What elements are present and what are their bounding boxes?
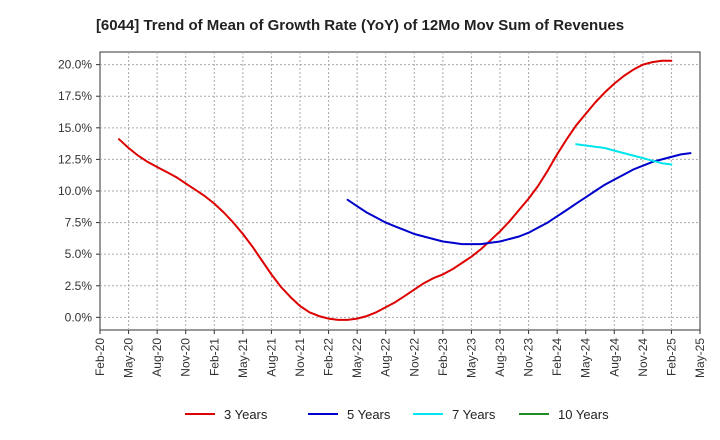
- x-axis-ticks: Feb-20 May-20 Aug-20 Nov-20 Feb-21 May-21 Aug-…: [93, 330, 707, 378]
- series-lines: [118, 59, 692, 321]
- x-tick-label: May-24: [579, 338, 593, 378]
- legend-label: 3 Years: [224, 407, 268, 422]
- y-tick-label: 20.0%: [58, 58, 92, 72]
- y-tick-label: 17.5%: [58, 89, 92, 103]
- x-tick-label: May-23: [464, 338, 478, 378]
- y-axis-ticks: 0.0% 2.5% 5.0% 7.5% 10.0% 12.5% 15.0% 17.5% 20.0…: [58, 58, 100, 324]
- series-line-5-years: [346, 152, 692, 246]
- y-tick-label: 12.5%: [58, 152, 92, 166]
- x-tick-label: May-22: [350, 338, 364, 378]
- y-tick-label: 10.0%: [58, 184, 92, 198]
- y-tick-label: 2.5%: [65, 279, 93, 293]
- legend-label: 5 Years: [347, 407, 391, 422]
- x-tick-label: Feb-25: [664, 338, 678, 376]
- x-tick-label: Feb-22: [322, 338, 336, 376]
- x-tick-label: Aug-23: [493, 338, 507, 377]
- x-tick-label: Nov-21: [293, 338, 307, 377]
- x-tick-label: Nov-20: [179, 338, 193, 377]
- chart-title: [6044] Trend of Mean of Growth Rate (YoY…: [96, 17, 624, 34]
- legend-label: 10 Years: [558, 407, 609, 422]
- x-tick-label: Nov-23: [522, 338, 536, 377]
- x-tick-label: Feb-20: [93, 338, 107, 376]
- x-tick-label: Nov-22: [407, 338, 421, 377]
- y-tick-label: 5.0%: [65, 247, 93, 261]
- series-line-7-years: [575, 143, 673, 166]
- grid: [100, 52, 700, 330]
- legend: 3 Years 5 Years 7 Years 10 Years: [185, 407, 609, 422]
- x-tick-label: Aug-22: [379, 338, 393, 377]
- x-tick-label: Feb-24: [550, 338, 564, 376]
- y-tick-label: 15.0%: [58, 121, 92, 135]
- x-tick-label: Feb-21: [207, 338, 221, 376]
- x-tick-label: May-20: [122, 338, 136, 378]
- y-tick-label: 7.5%: [65, 216, 93, 230]
- x-tick-label: May-21: [236, 338, 250, 378]
- x-tick-label: Feb-23: [436, 338, 450, 376]
- x-tick-label: Nov-24: [636, 338, 650, 377]
- series-line-3-years: [118, 59, 673, 321]
- x-tick-label: May-25: [693, 338, 707, 378]
- x-tick-label: Aug-24: [607, 338, 621, 377]
- legend-label: 7 Years: [452, 407, 496, 422]
- x-tick-label: Aug-20: [150, 338, 164, 377]
- y-tick-label: 0.0%: [65, 310, 93, 324]
- x-tick-label: Aug-21: [264, 338, 278, 377]
